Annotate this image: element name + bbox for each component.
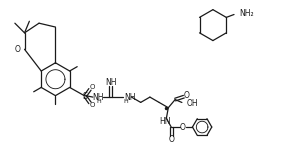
Text: H: H (96, 99, 101, 104)
Text: O: O (15, 45, 21, 54)
Text: HN: HN (160, 117, 171, 126)
Text: NH₂: NH₂ (239, 9, 254, 18)
Text: S: S (83, 92, 88, 101)
Text: O: O (180, 123, 186, 131)
Text: O: O (168, 135, 174, 144)
Text: H: H (123, 99, 128, 104)
Text: O: O (89, 102, 95, 108)
Text: OH: OH (187, 99, 198, 108)
Text: NH: NH (106, 78, 117, 87)
Text: O: O (184, 91, 190, 100)
Text: NH: NH (124, 93, 135, 102)
Text: NH: NH (92, 93, 103, 102)
Text: O: O (89, 84, 95, 90)
